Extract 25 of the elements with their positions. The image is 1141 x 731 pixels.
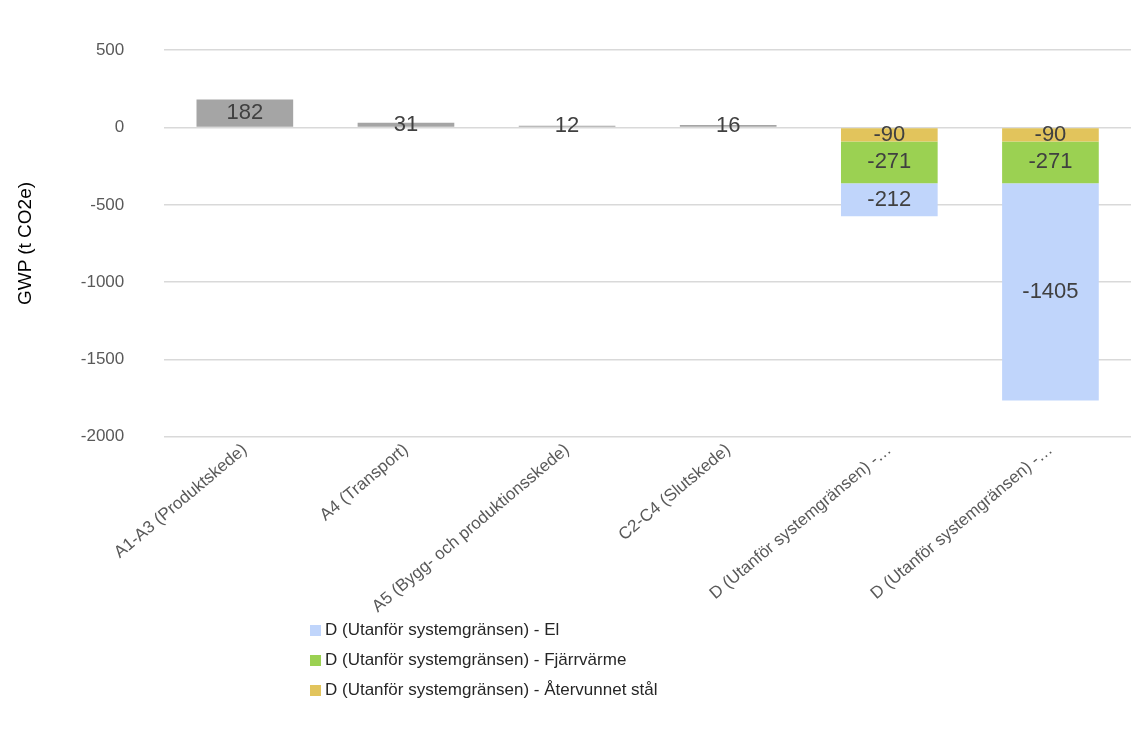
data-label: -90 [873,120,906,146]
y-tick-label: -2000 [80,426,125,446]
bar [1002,183,1099,401]
data-label: -271 [867,148,912,174]
y-tick-label: 500 [95,39,125,59]
data-label: -90 [1034,120,1067,146]
legend-label: D (Utanför systemgränsen) - El [325,620,560,640]
bar [840,183,938,217]
y-axis-title: GWP (t CO2e) [13,181,35,306]
y-tick-label: -1000 [80,271,125,291]
bar [196,99,294,127]
data-label: -1405 [1022,278,1079,304]
legend-label: D (Utanför systemgränsen) - Återvunnet stål [325,680,658,700]
bar [1002,141,1099,184]
data-label: 12 [554,112,580,138]
y-tick-label: -1500 [80,349,125,369]
data-label: 16 [715,111,741,137]
data-label: -212 [867,185,912,211]
legend-label: D (Utanför systemgränsen) - Fjärrvärme [325,650,627,670]
y-tick-label: -500 [90,194,125,214]
data-label: 31 [393,110,419,136]
y-tick-label: 0 [114,117,125,137]
bar [840,141,938,184]
data-label: -271 [1028,148,1073,174]
data-label: 182 [226,99,264,125]
